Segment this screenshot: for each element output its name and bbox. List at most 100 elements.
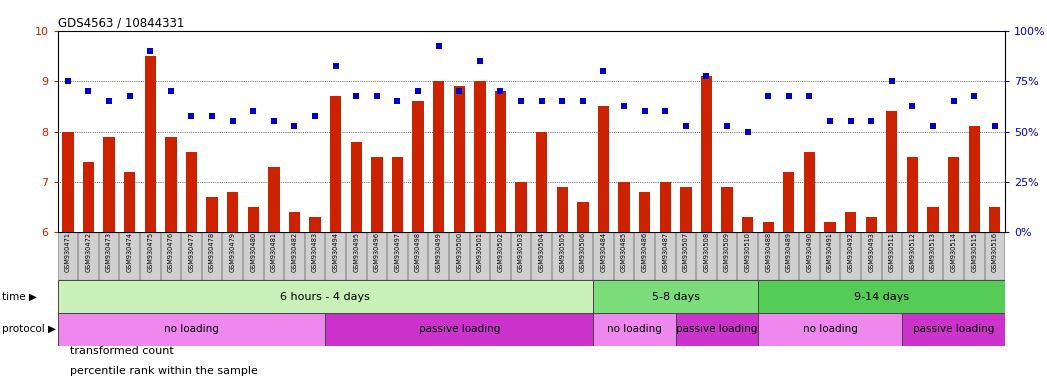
- Text: GSM930472: GSM930472: [86, 232, 91, 272]
- Text: passive loading: passive loading: [913, 324, 995, 334]
- Text: GSM930506: GSM930506: [580, 232, 586, 272]
- Point: [760, 93, 777, 99]
- Point: [307, 113, 324, 119]
- Text: GSM930508: GSM930508: [704, 232, 710, 272]
- Bar: [372, 157, 382, 232]
- Point: [904, 103, 920, 109]
- Text: GSM930505: GSM930505: [559, 232, 565, 272]
- Bar: [124, 172, 135, 232]
- Point: [492, 88, 509, 94]
- Bar: [824, 222, 836, 232]
- Bar: [783, 172, 795, 232]
- Bar: [700, 76, 712, 232]
- Bar: [227, 192, 239, 232]
- Text: GSM930491: GSM930491: [827, 232, 833, 272]
- Text: GSM930477: GSM930477: [188, 232, 195, 272]
- Text: 5-8 days: 5-8 days: [651, 291, 699, 302]
- Bar: [989, 207, 1001, 232]
- Point: [389, 98, 406, 104]
- Point: [986, 123, 1003, 129]
- Bar: [165, 137, 177, 232]
- Point: [842, 118, 859, 124]
- Bar: [268, 167, 280, 232]
- Point: [637, 108, 653, 114]
- Bar: [598, 106, 609, 232]
- Text: GSM930500: GSM930500: [456, 232, 463, 272]
- Point: [142, 48, 159, 54]
- Text: GSM930504: GSM930504: [538, 232, 544, 272]
- Text: GSM930486: GSM930486: [642, 232, 648, 272]
- Point: [575, 98, 592, 104]
- Text: time ▶: time ▶: [2, 292, 37, 302]
- Text: no loading: no loading: [164, 324, 219, 334]
- Bar: [660, 182, 671, 232]
- Point: [471, 58, 488, 64]
- Point: [965, 93, 982, 99]
- Text: GSM930511: GSM930511: [889, 232, 895, 272]
- Text: GSM930512: GSM930512: [910, 232, 915, 272]
- Text: transformed count: transformed count: [70, 346, 174, 356]
- Text: GSM930497: GSM930497: [395, 232, 400, 272]
- Bar: [845, 212, 856, 232]
- Text: GSM930493: GSM930493: [868, 232, 874, 272]
- Bar: [536, 131, 548, 232]
- Text: GSM930475: GSM930475: [148, 232, 153, 272]
- Point: [884, 78, 900, 84]
- Point: [224, 118, 241, 124]
- Point: [533, 98, 550, 104]
- Bar: [326, 313, 594, 346]
- Bar: [83, 162, 94, 232]
- Point: [595, 68, 611, 74]
- Point: [183, 113, 200, 119]
- Bar: [62, 131, 73, 232]
- Text: GSM930487: GSM930487: [663, 232, 668, 272]
- Text: GSM930484: GSM930484: [600, 232, 606, 272]
- Bar: [392, 157, 403, 232]
- Bar: [206, 197, 218, 232]
- Text: GSM930499: GSM930499: [436, 232, 442, 272]
- Text: passive loading: passive loading: [676, 324, 757, 334]
- Bar: [310, 217, 320, 232]
- Text: GSM930502: GSM930502: [497, 232, 504, 272]
- Bar: [968, 126, 980, 232]
- Bar: [185, 152, 197, 232]
- Bar: [762, 222, 774, 232]
- Bar: [907, 157, 918, 232]
- Bar: [619, 182, 629, 232]
- Text: protocol ▶: protocol ▶: [2, 324, 57, 334]
- Text: GDS4563 / 10844331: GDS4563 / 10844331: [58, 17, 184, 30]
- Bar: [474, 81, 486, 232]
- Point: [81, 88, 97, 94]
- Text: GSM930507: GSM930507: [683, 232, 689, 272]
- Point: [554, 98, 571, 104]
- Text: GSM930498: GSM930498: [415, 232, 421, 272]
- Point: [616, 103, 632, 109]
- Text: GSM930516: GSM930516: [992, 232, 998, 272]
- Point: [677, 123, 694, 129]
- Point: [348, 93, 364, 99]
- Point: [513, 98, 530, 104]
- Point: [739, 128, 756, 135]
- Point: [245, 108, 262, 114]
- Text: GSM930495: GSM930495: [353, 232, 359, 272]
- Text: GSM930479: GSM930479: [229, 232, 236, 272]
- Bar: [58, 280, 594, 313]
- Bar: [247, 207, 259, 232]
- Text: GSM930510: GSM930510: [744, 232, 751, 272]
- Bar: [886, 111, 897, 232]
- Bar: [515, 182, 527, 232]
- Bar: [928, 207, 939, 232]
- Text: GSM930494: GSM930494: [333, 232, 338, 272]
- Bar: [721, 187, 733, 232]
- Text: GSM930482: GSM930482: [291, 232, 297, 272]
- Text: percentile rank within the sample: percentile rank within the sample: [70, 366, 258, 376]
- Text: GSM930496: GSM930496: [374, 232, 380, 272]
- Point: [266, 118, 283, 124]
- Text: GSM930489: GSM930489: [786, 232, 792, 272]
- Bar: [742, 217, 753, 232]
- Bar: [144, 56, 156, 232]
- Bar: [557, 187, 567, 232]
- Point: [780, 93, 797, 99]
- Text: GSM930483: GSM930483: [312, 232, 318, 272]
- Bar: [330, 96, 341, 232]
